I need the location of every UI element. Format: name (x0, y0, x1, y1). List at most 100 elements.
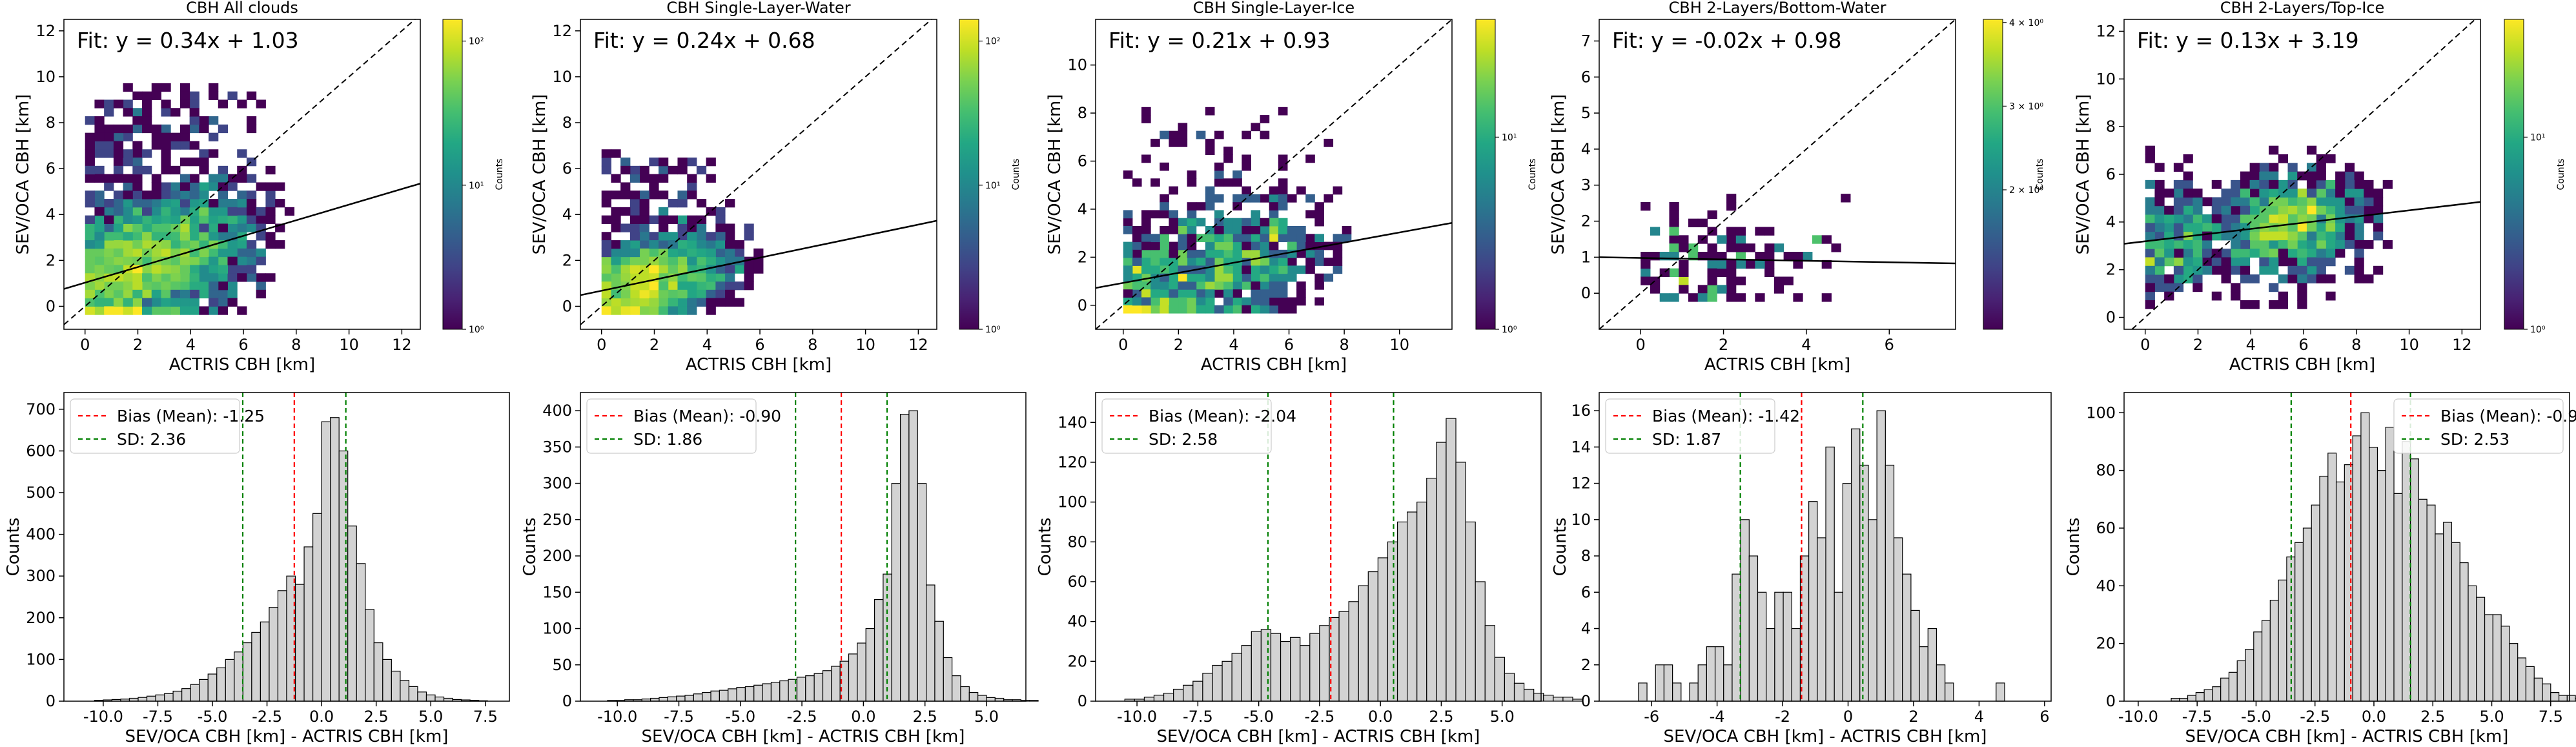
legend-box (1605, 398, 1775, 454)
histogram-bar (2220, 677, 2230, 702)
heatmap-cell (706, 158, 716, 167)
heatmap-cell (1260, 305, 1270, 314)
heatmap-cell (1305, 265, 1315, 274)
heatmap-cell (1717, 285, 1727, 294)
heatmap-cell (218, 281, 229, 291)
heatmap-cell (199, 215, 209, 224)
heatmap-cell (2183, 240, 2193, 249)
heatmap-cell (199, 182, 209, 191)
heatmap-cell (85, 141, 95, 150)
heatmap-cell (1187, 226, 1197, 234)
heatmap-cell (687, 240, 697, 249)
histogram-bar (1553, 697, 1564, 702)
heatmap-cell (94, 174, 105, 183)
heatmap-cell (1735, 227, 1746, 236)
heatmap-cell (601, 273, 611, 282)
heatmap-cell (1650, 285, 1661, 294)
histogram-bar (2542, 683, 2551, 702)
histogram-bar (1358, 585, 1369, 702)
heatmap-cell (1232, 226, 1242, 234)
heatmap-cell (209, 281, 219, 291)
histogram-bar (199, 679, 209, 702)
heatmap-cell (725, 298, 735, 307)
heatmap-cell (2240, 300, 2251, 309)
heatmap-cell (179, 240, 190, 249)
heatmap-cell (2364, 214, 2374, 223)
heatmap-cell (611, 298, 621, 307)
heatmap-cell (620, 165, 631, 175)
heatmap-cell (1278, 234, 1288, 243)
heatmap-cell (1305, 234, 1315, 243)
heatmap-cell (1764, 268, 1775, 278)
heatmap-cell (2145, 223, 2155, 232)
heatmap-cell (85, 265, 95, 274)
heatmap-cell (687, 232, 697, 241)
heatmap-cell (1232, 289, 1242, 298)
heatmap-cell (218, 99, 229, 108)
heatmap-cell (1333, 234, 1343, 243)
heatmap-cell (2249, 163, 2260, 172)
heatmap-cell (2202, 214, 2213, 223)
histogram-bar (181, 688, 191, 702)
heatmap-cell (179, 91, 190, 100)
heatmap-cell (1132, 226, 1142, 234)
heatmap-cell (687, 281, 697, 291)
heatmap-cell (1150, 234, 1160, 243)
x-tick-label: -7.5 (664, 708, 694, 726)
y-tick-label: 8 (562, 114, 572, 132)
heatmap-cell (2221, 189, 2231, 198)
y-tick-label: 6 (562, 159, 572, 178)
histogram-bar (365, 609, 374, 702)
heatmap-cell (161, 108, 171, 117)
heatmap-cell (734, 240, 745, 249)
heatmap-cell (715, 232, 726, 241)
heatmap-cell (725, 199, 735, 208)
heatmap-cell (123, 306, 133, 315)
heatmap-cell (696, 199, 707, 208)
histogram-bar (2352, 435, 2362, 702)
heatmap-cell (2306, 240, 2317, 249)
heatmap-cell (2326, 154, 2336, 163)
heatmap-cell (142, 190, 152, 200)
heatmap-cell (237, 306, 247, 315)
colorbar-tick-label: 4 × 10⁰ (2009, 18, 2043, 28)
heatmap-cell (209, 83, 219, 92)
heatmap-cell (2259, 179, 2269, 189)
heatmap-cell (2306, 171, 2317, 181)
histogram-bar (2253, 631, 2263, 702)
heatmap-cell (2278, 197, 2289, 207)
heatmap-cell (2364, 179, 2374, 189)
heatmap-cell (1251, 123, 1261, 132)
heatmap-cell (2231, 257, 2241, 267)
heatmap-cell (1169, 218, 1179, 227)
x-tick-label: 8 (808, 336, 817, 354)
y-tick-label: 40 (1067, 613, 1087, 631)
heatmap-cell (199, 190, 209, 200)
heatmap-cell (170, 256, 181, 265)
heatmap-cell (1821, 293, 1832, 302)
heatmap-cell (1251, 297, 1261, 306)
heatmap-cell (265, 182, 276, 191)
histogram-bar (408, 686, 418, 702)
heatmap-cell (696, 232, 707, 241)
heatmap-cell (256, 289, 266, 299)
heatmap-cell (1251, 281, 1261, 290)
heatmap-cell (1688, 218, 1699, 227)
heatmap-cell (601, 232, 611, 241)
heatmap-cell (94, 99, 105, 108)
heatmap-cell (1260, 297, 1270, 306)
heatmap-cell (142, 273, 152, 282)
heatmap-cell (2240, 205, 2251, 215)
heatmap-cell (2183, 189, 2193, 198)
heatmap-cell (246, 190, 257, 200)
heatmap-cell (2231, 283, 2241, 292)
axes-frame (580, 392, 1027, 702)
heatmap-cell (1223, 226, 1233, 234)
heatmap-cell (189, 116, 199, 125)
heatmap-cell (696, 223, 707, 232)
heatmap-cell (113, 248, 124, 258)
heatmap-cell (2249, 223, 2260, 232)
heatmap-cell (1223, 297, 1233, 306)
heatmap-cell (113, 232, 124, 241)
